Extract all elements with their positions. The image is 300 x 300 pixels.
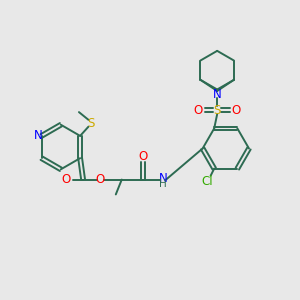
Text: O: O	[61, 173, 70, 186]
Text: S: S	[88, 117, 95, 130]
Text: O: O	[96, 173, 105, 186]
Text: H: H	[159, 179, 166, 189]
Text: O: O	[232, 103, 241, 116]
Text: Cl: Cl	[202, 175, 214, 188]
Text: O: O	[139, 150, 148, 163]
Text: N: N	[34, 129, 42, 142]
Text: O: O	[193, 103, 203, 116]
Text: N: N	[158, 172, 167, 185]
Text: S: S	[214, 103, 221, 116]
Text: N: N	[213, 88, 221, 101]
